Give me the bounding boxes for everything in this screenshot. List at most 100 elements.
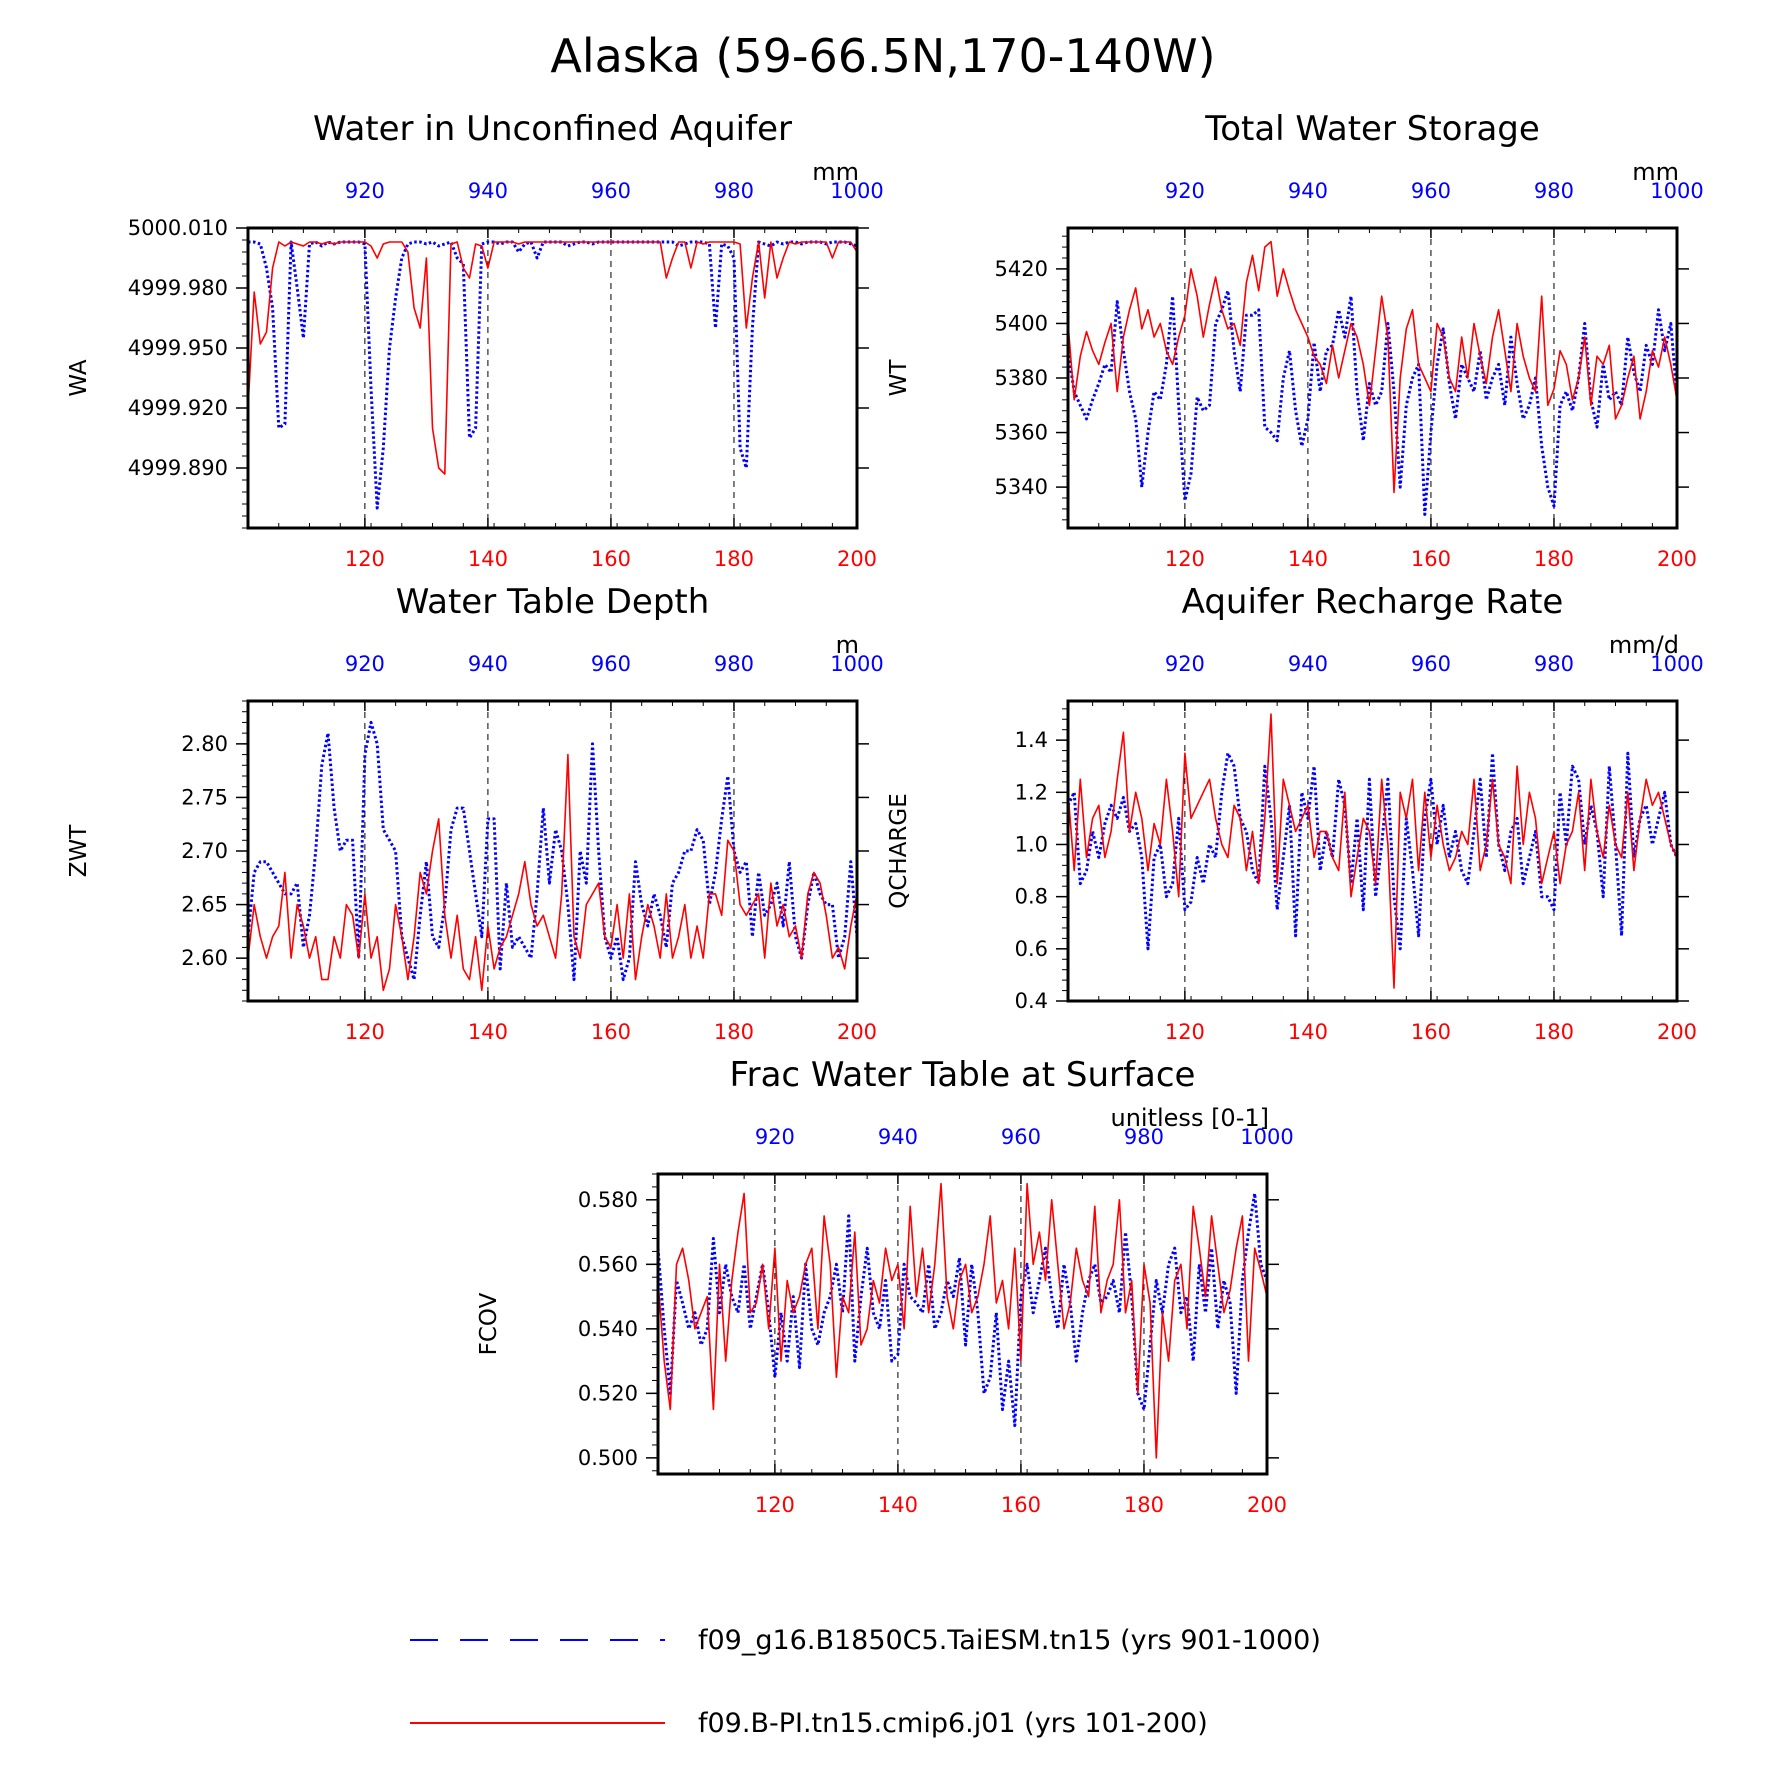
x-top-tick-label: 960 [591, 179, 631, 203]
panels: Water in Unconfined Aquifer mm WA 120 140 160… [66, 109, 1704, 1517]
x-bottom-tick-label: 120 [345, 1020, 385, 1044]
x-top-tick-label: 1000 [1650, 652, 1703, 676]
x-bottom-tick-label: 160 [1001, 1493, 1041, 1517]
y-tick-label: 5400 [995, 311, 1048, 335]
y-tick-label: 0.540 [578, 1317, 638, 1341]
panel-1: Water in Unconfined Aquifer mm WA 120 140 160… [66, 109, 884, 571]
x-top-tick-label: 940 [878, 1125, 918, 1149]
panel-title: Aquifer Recharge Rate [1182, 582, 1564, 622]
x-top-tick-label: 1000 [830, 179, 883, 203]
x-top-tick-label: 920 [345, 179, 385, 203]
x-bottom-tick-label: 200 [1657, 1020, 1697, 1044]
x-top-tick-label: 980 [1534, 652, 1574, 676]
panel-title: Total Water Storage [1204, 109, 1540, 149]
units-label: mm [812, 158, 859, 186]
y-tick-label: 2.65 [181, 893, 228, 917]
x-bottom-tick-label: 180 [1534, 1020, 1574, 1044]
y-tick-label: 0.4 [1015, 989, 1048, 1013]
y-tick-label: 0.8 [1015, 885, 1048, 909]
y-tick-label: 5340 [995, 475, 1048, 499]
y-tick-label: 5380 [995, 366, 1048, 390]
y-tick-label: 0.520 [578, 1381, 638, 1405]
x-top-tick-label: 920 [345, 652, 385, 676]
x-bottom-tick-label: 140 [1288, 547, 1328, 571]
x-bottom-tick-label: 160 [1411, 547, 1451, 571]
plot-frame [246, 226, 859, 530]
y-tick-label: 0.580 [578, 1188, 638, 1212]
legend-label-cmip6: f09.B-PI.tn15.cmip6.j01 (yrs 101-200) [698, 1708, 1208, 1739]
x-bottom-tick-label: 200 [1657, 547, 1697, 571]
x-bottom-tick-label: 140 [878, 1493, 918, 1517]
x-top-tick-label: 960 [1411, 652, 1451, 676]
series-line-cmip6 [1067, 713, 1678, 989]
series-line-cmip6 [247, 753, 858, 992]
y-tick-label: 0.6 [1015, 937, 1048, 961]
plot-frame [246, 699, 859, 1003]
x-bottom-tick-label: 120 [1165, 547, 1205, 571]
y-tick-label: 4999.980 [128, 276, 228, 300]
panel-5: Frac Water Table at Surface unitless [0-1… [476, 1055, 1294, 1517]
x-bottom-tick-label: 200 [837, 547, 877, 571]
x-bottom-tick-label: 160 [1411, 1020, 1451, 1044]
y-tick-label: 1.0 [1015, 832, 1048, 856]
series-line-taiesm [246, 720, 859, 982]
y-tick-label: 2.80 [181, 732, 228, 756]
x-bottom-tick-label: 160 [591, 547, 631, 571]
panel-2: Total Water Storage mm WT 120 140 160 180 200 92… [886, 109, 1704, 571]
x-bottom-tick-label: 180 [714, 1020, 754, 1044]
y-axis-label: ZWT [66, 824, 92, 877]
x-top-tick-label: 940 [468, 179, 508, 203]
y-axis-label: WT [886, 359, 912, 397]
x-bottom-tick-label: 120 [1165, 1020, 1205, 1044]
y-tick-label: 2.75 [181, 785, 228, 809]
units-label: mm [1632, 158, 1679, 186]
y-tick-label: 5420 [995, 257, 1048, 281]
series-line-cmip6 [657, 1182, 1268, 1459]
x-bottom-tick-label: 200 [1247, 1493, 1287, 1517]
x-top-tick-label: 920 [755, 1125, 795, 1149]
y-tick-label: 2.70 [181, 839, 228, 863]
x-top-tick-label: 1000 [1650, 179, 1703, 203]
x-top-tick-label: 960 [1411, 179, 1451, 203]
y-tick-label: 5360 [995, 421, 1048, 445]
x-top-tick-label: 980 [714, 179, 754, 203]
units-label: m [836, 631, 859, 659]
x-bottom-tick-label: 180 [1534, 547, 1574, 571]
y-tick-label: 5000.010 [128, 216, 228, 240]
x-top-tick-label: 980 [714, 652, 754, 676]
y-tick-label: 0.560 [578, 1252, 638, 1276]
x-bottom-tick-label: 160 [591, 1020, 631, 1044]
y-axis-label: WA [66, 359, 92, 396]
figure-title: Alaska (59-66.5N,170-140W) [550, 29, 1215, 83]
x-top-tick-label: 960 [1001, 1125, 1041, 1149]
series-line-taiesm [248, 240, 858, 510]
x-bottom-tick-label: 180 [1124, 1493, 1164, 1517]
panel-title: Water Table Depth [396, 582, 710, 622]
x-top-tick-label: 1000 [830, 652, 883, 676]
y-tick-label: 2.60 [181, 946, 228, 970]
units-label: unitless [0-1] [1111, 1104, 1270, 1132]
x-top-tick-label: 920 [1165, 652, 1205, 676]
y-tick-label: 4999.920 [128, 396, 228, 420]
y-axis-label: QCHARGE [886, 793, 912, 909]
x-top-tick-label: 960 [591, 652, 631, 676]
x-top-tick-label: 1000 [1240, 1125, 1293, 1149]
y-tick-label: 1.2 [1015, 780, 1048, 804]
series-line-taiesm [1066, 751, 1679, 951]
y-tick-label: 0.500 [578, 1446, 638, 1470]
x-top-tick-label: 940 [1288, 179, 1328, 203]
series-line-taiesm [1066, 289, 1679, 516]
x-top-tick-label: 940 [468, 652, 508, 676]
y-axis-label: FCOV [476, 1292, 502, 1355]
plot-frame [1066, 699, 1679, 1003]
plot-frame [656, 1172, 1269, 1476]
legend-label-taiesm: f09_g16.B1850C5.TaiESM.tn15 (yrs 901-100… [698, 1625, 1321, 1656]
x-bottom-tick-label: 120 [345, 547, 385, 571]
panel-4: Aquifer Recharge Rate mm/d QCHARGE 120 140 16… [886, 582, 1704, 1044]
x-bottom-tick-label: 140 [468, 1020, 508, 1044]
x-top-tick-label: 940 [1288, 652, 1328, 676]
x-bottom-tick-label: 200 [837, 1020, 877, 1044]
series-line-cmip6 [247, 241, 858, 475]
x-top-tick-label: 920 [1165, 179, 1205, 203]
